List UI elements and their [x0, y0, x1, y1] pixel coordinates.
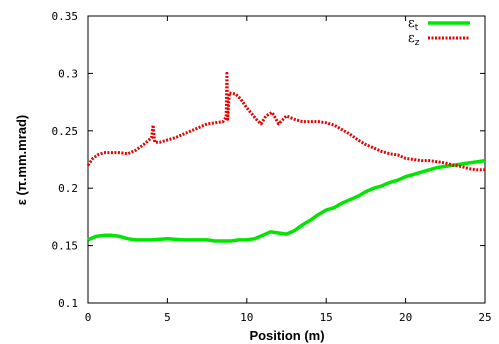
series-line-epsilon-t	[87, 158, 486, 243]
x-axis-title: Position (m)	[249, 328, 324, 343]
series-line-epsilon-z	[86, 71, 485, 172]
plot-frame	[87, 15, 486, 304]
axes-layer: 0 5 10 15 20 25 0.1 0.15 0.2 0.25 0.3 0.35	[52, 10, 492, 324]
y-tick-label: 0.2	[58, 182, 78, 195]
x-tick-label: 25	[478, 311, 491, 324]
x-tick-label: 10	[240, 311, 253, 324]
y-tick-label: 0.35	[52, 10, 79, 23]
y-tick-label: 0.15	[52, 240, 79, 253]
legend-label-epsilon-z: εz	[408, 31, 420, 48]
x-tick-label: 15	[320, 311, 333, 324]
y-tick-label: 0.3	[58, 67, 78, 80]
x-tick-label: 5	[164, 311, 171, 324]
y-axis-title: ε (π.mm.mrad)	[14, 115, 29, 206]
legend-label-epsilon-t: εt	[408, 16, 419, 33]
x-tick-label: 20	[399, 311, 412, 324]
series-layer	[86, 71, 486, 243]
y-tick-label: 0.25	[52, 125, 79, 138]
y-tick-label: 0.1	[58, 297, 78, 310]
x-tick-label: 0	[85, 311, 92, 324]
